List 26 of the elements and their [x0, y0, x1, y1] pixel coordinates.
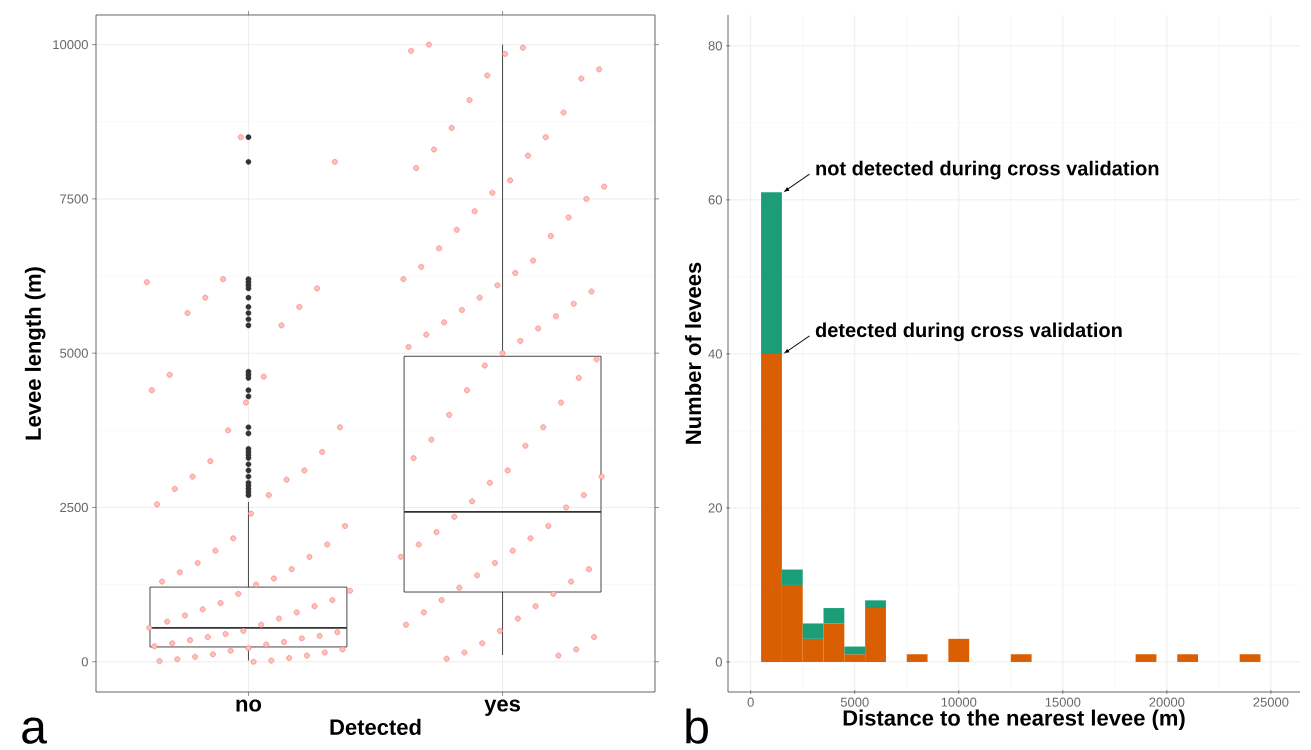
y-axis-title: Levee length (m) — [24, 267, 46, 440]
x-tick-label: 10000 — [941, 697, 977, 707]
y-tick-label: 80 — [708, 41, 722, 51]
x-tick-label: 0 — [747, 697, 754, 707]
y-tick-label: 0 — [715, 657, 722, 667]
text: a — [22, 717, 47, 744]
y-tick-label: 7500 — [60, 194, 88, 204]
text: b — [686, 708, 708, 744]
annotation: detected during cross validation — [815, 322, 1122, 342]
y-tick-label: 40 — [708, 349, 722, 359]
x-tick-label: 5000 — [840, 697, 869, 707]
annotation: not detected during cross validation — [816, 160, 1159, 180]
x-tick-label: no — [236, 699, 262, 712]
y-tick-label: 10000 — [53, 40, 88, 50]
x-tick-label: 15000 — [1045, 697, 1081, 707]
y-tick-label: 20 — [708, 503, 722, 513]
x-axis-title: Distance to the nearest levee (m) — [843, 709, 1185, 731]
x-tick-label: yes — [484, 699, 520, 716]
x-tick-label: 20000 — [1149, 697, 1185, 707]
y-tick-label: 5000 — [60, 348, 88, 358]
y-tick-label: 60 — [708, 195, 722, 205]
y-axis-title: Number of levees — [684, 262, 702, 444]
x-tick-label: 25000 — [1253, 697, 1289, 707]
x-axis-title: Detected — [330, 718, 421, 735]
y-tick-label: 2500 — [60, 502, 88, 513]
y-tick-label: 0 — [81, 657, 88, 667]
